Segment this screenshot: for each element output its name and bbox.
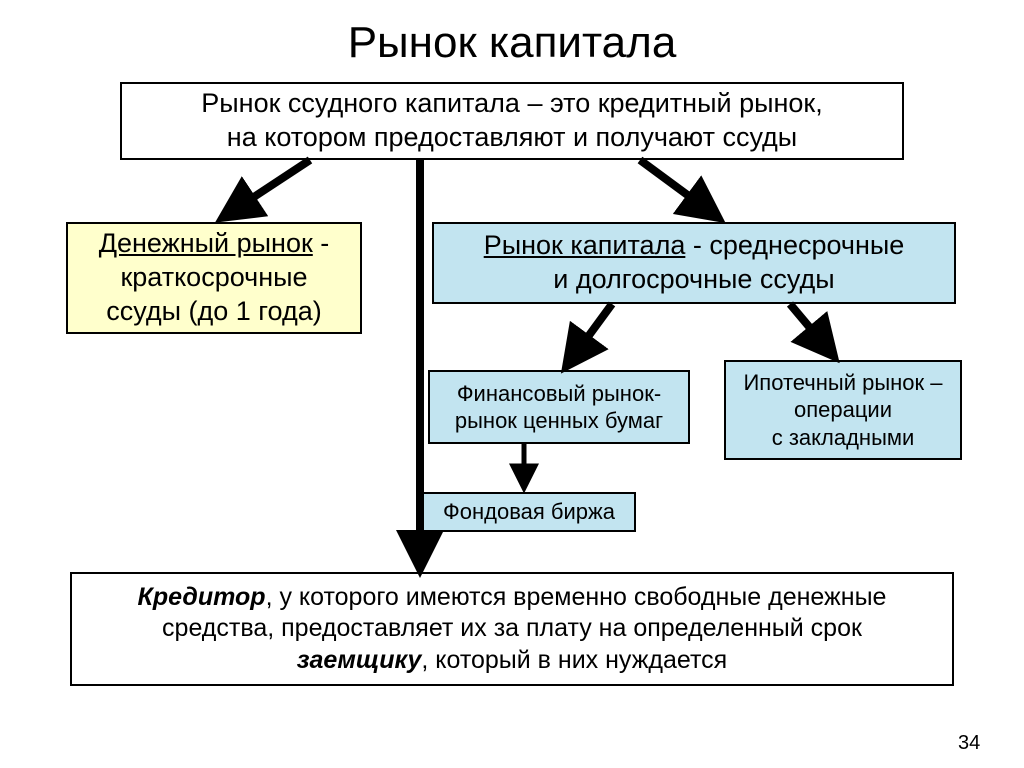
arrow-capital-to-mortgage	[790, 304, 832, 354]
stock-exchange-line1: Фондовая биржа	[443, 498, 615, 526]
creditor-box: Кредитор, у которого имеются временно св…	[70, 572, 954, 686]
page-number-text: 34	[958, 732, 980, 754]
definition-line2: на котором предоставляют и получают ссуд…	[227, 121, 797, 155]
capital-market-box: Рынок капитала - среднесрочные и долгоср…	[432, 222, 956, 304]
financial-market-line2: рынок ценных бумаг	[455, 407, 663, 435]
creditor-post1: , у которого имеются временно свободные …	[266, 583, 887, 611]
creditor-line3: заемщику, который в них нуждается	[297, 645, 727, 676]
arrow-def-to-money	[225, 160, 310, 216]
money-market-line2: краткосрочные	[120, 261, 307, 295]
creditor-post3: , который в них нуждается	[421, 646, 727, 674]
money-market-line3: ссуды (до 1 года)	[106, 295, 322, 329]
creditor-bold3: заемщику	[297, 646, 422, 674]
money-market-rest1: -	[313, 228, 330, 258]
mortgage-market-line2: операции	[794, 396, 892, 424]
capital-market-line2: и долгосрочные ссуды	[553, 263, 834, 297]
money-market-underlined: Денежный рынок	[99, 228, 313, 258]
creditor-line2: средства, предоставляет их за плату на о…	[162, 613, 862, 644]
page-title: Рынок капитала	[0, 18, 1024, 68]
mortgage-market-line3: с закладными	[772, 424, 915, 452]
capital-market-underlined: Рынок капитала	[484, 230, 686, 260]
financial-market-box: Финансовый рынок- рынок ценных бумаг	[428, 370, 690, 444]
page-number: 34	[958, 732, 980, 755]
financial-market-line1: Финансовый рынок-	[457, 380, 661, 408]
title-text: Рынок капитала	[348, 18, 677, 67]
mortgage-market-box: Ипотечный рынок – операции с закладными	[724, 360, 962, 460]
money-market-line1: Денежный рынок -	[99, 227, 330, 261]
capital-market-line1: Рынок капитала - среднесрочные	[484, 229, 905, 263]
stock-exchange-box: Фондовая биржа	[422, 492, 636, 532]
mortgage-market-line1: Ипотечный рынок –	[743, 369, 942, 397]
definition-line1: Рынок ссудного капитала – это кредитный …	[201, 87, 823, 121]
arrow-def-to-capital	[640, 160, 716, 216]
creditor-bold1: Кредитор	[138, 583, 266, 611]
capital-market-rest1: - среднесрочные	[685, 230, 904, 260]
money-market-box: Денежный рынок - краткосрочные ссуды (до…	[66, 222, 362, 334]
creditor-line1: Кредитор, у которого имеются временно св…	[138, 582, 887, 613]
arrow-capital-to-financial	[568, 304, 612, 364]
definition-box: Рынок ссудного капитала – это кредитный …	[120, 82, 904, 160]
